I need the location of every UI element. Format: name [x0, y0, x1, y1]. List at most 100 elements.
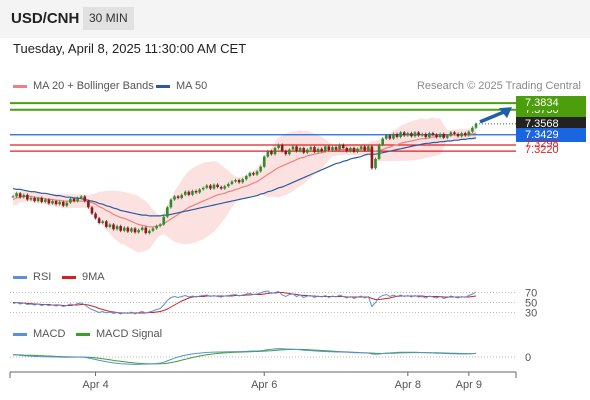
x-tick-label-1: Apr 6 — [251, 379, 277, 391]
candle-body-107 — [395, 133, 399, 138]
candle-body-54 — [205, 185, 209, 188]
candle-body-13 — [58, 201, 61, 205]
candle-body-42 — [162, 216, 166, 225]
candle-body-33 — [130, 228, 133, 232]
x-tick-label-0: Apr 4 — [82, 379, 108, 391]
candle-body-48 — [183, 191, 187, 195]
timeframe-button[interactable]: 30 MIN — [83, 7, 134, 30]
rsi-swatch — [13, 275, 27, 279]
candle-body-35 — [137, 229, 140, 233]
candle-body-39 — [151, 228, 155, 231]
candle-body-60 — [227, 183, 230, 187]
candle-body-72 — [270, 151, 273, 155]
research-credit: Research © 2025 Trading Central — [416, 80, 581, 92]
candle-body-74 — [277, 144, 280, 148]
macd-signal-swatch — [76, 332, 90, 336]
candle-body-22 — [90, 207, 94, 214]
candle-body-62 — [234, 180, 237, 182]
legend-ma50: MA 50 — [156, 80, 207, 92]
candle-body-82 — [306, 149, 309, 153]
candle-body-47 — [180, 194, 183, 198]
legend-rsi-label: RSI — [33, 271, 52, 283]
candle-body-101 — [374, 158, 377, 169]
candle-body-18 — [76, 197, 79, 202]
candle-body-120 — [442, 133, 445, 138]
candle-body-98 — [363, 146, 367, 151]
candle-body-115 — [424, 133, 428, 138]
candle-body-71 — [266, 151, 270, 157]
candle-body-52 — [198, 189, 201, 193]
symbol-label: USD/CNH — [11, 10, 80, 27]
candle-body-93 — [345, 147, 349, 152]
rsi-ma-swatch — [62, 275, 76, 279]
level-label-4: 7.3298 — [525, 138, 559, 150]
candle-body-88 — [327, 146, 331, 151]
candle-body-55 — [209, 185, 212, 189]
candle-body-92 — [341, 144, 345, 148]
x-tick-label-3: Apr 9 — [456, 379, 482, 391]
candle-body-114 — [420, 133, 424, 136]
candle-body-73 — [273, 147, 277, 155]
legend-ma20-label: MA 20 + Bollinger Bands — [33, 80, 154, 92]
candle-body-63 — [237, 180, 241, 183]
candle-body-77 — [288, 149, 291, 155]
level-label-3: 7.3429 — [516, 127, 586, 142]
candle-body-99 — [367, 146, 370, 151]
candle-body-0 — [11, 196, 15, 198]
candle-body-126 — [463, 133, 467, 136]
candle-body-89 — [331, 147, 334, 151]
candle-body-28 — [112, 224, 115, 230]
candle-body-111 — [410, 133, 413, 137]
candle-body-65 — [244, 176, 248, 180]
candle-body-75 — [280, 144, 284, 152]
candle-body-21 — [87, 201, 90, 208]
candle-body-38 — [148, 230, 151, 234]
candle-body-106 — [392, 133, 395, 139]
candle-body-84 — [313, 147, 316, 152]
candle-body-49 — [187, 191, 191, 195]
rsi-tick-label-1: 50 — [525, 298, 537, 310]
candle-body-100 — [370, 146, 374, 169]
candle-body-2 — [18, 193, 22, 198]
rsi-tick-label-2: 30 — [525, 308, 537, 320]
candle-body-80 — [298, 147, 302, 152]
candle-body-61 — [230, 181, 234, 184]
candle-body-7 — [36, 197, 40, 202]
candle-body-34 — [133, 228, 137, 233]
candle-body-69 — [259, 166, 262, 172]
candle-body-90 — [334, 147, 338, 150]
candle-body-36 — [140, 227, 144, 230]
candle-body-127 — [467, 131, 471, 136]
level-label-2: 7.3568 — [516, 116, 586, 131]
candle-body-45 — [173, 196, 176, 200]
candle-body-129 — [474, 123, 478, 128]
legend-macd-signal-label: MACD Signal — [96, 328, 163, 340]
candle-body-46 — [176, 196, 180, 198]
candle-body-85 — [316, 148, 320, 152]
candle-body-125 — [460, 133, 463, 137]
candle-body-70 — [262, 156, 266, 167]
ma20-swatch — [13, 84, 27, 88]
candle-body-94 — [349, 147, 352, 152]
candle-body-116 — [428, 133, 431, 138]
candle-body-1 — [15, 193, 18, 197]
chart-datetime: Tuesday, April 8, 2025 11:30:00 AM CET — [13, 41, 247, 56]
candle-body-128 — [471, 127, 474, 132]
candle-body-56 — [212, 184, 216, 189]
ma20-line — [12, 132, 477, 228]
candle-body-87 — [323, 146, 327, 152]
candle-body-79 — [295, 146, 298, 152]
candle-body-83 — [309, 147, 313, 150]
legend-rsi-ma: 9MA — [62, 271, 105, 283]
candle-body-118 — [435, 134, 438, 138]
candle-body-117 — [431, 133, 435, 135]
legend-rsi-ma-label: 9MA — [82, 271, 105, 283]
candle-body-6 — [33, 197, 36, 202]
candle-body-30 — [119, 226, 122, 231]
candle-body-113 — [417, 132, 420, 136]
candle-body-105 — [388, 135, 392, 139]
legend-macd: MACD — [13, 328, 65, 340]
level-label-0: 7.3834 — [516, 96, 586, 111]
candle-body-108 — [399, 132, 402, 138]
